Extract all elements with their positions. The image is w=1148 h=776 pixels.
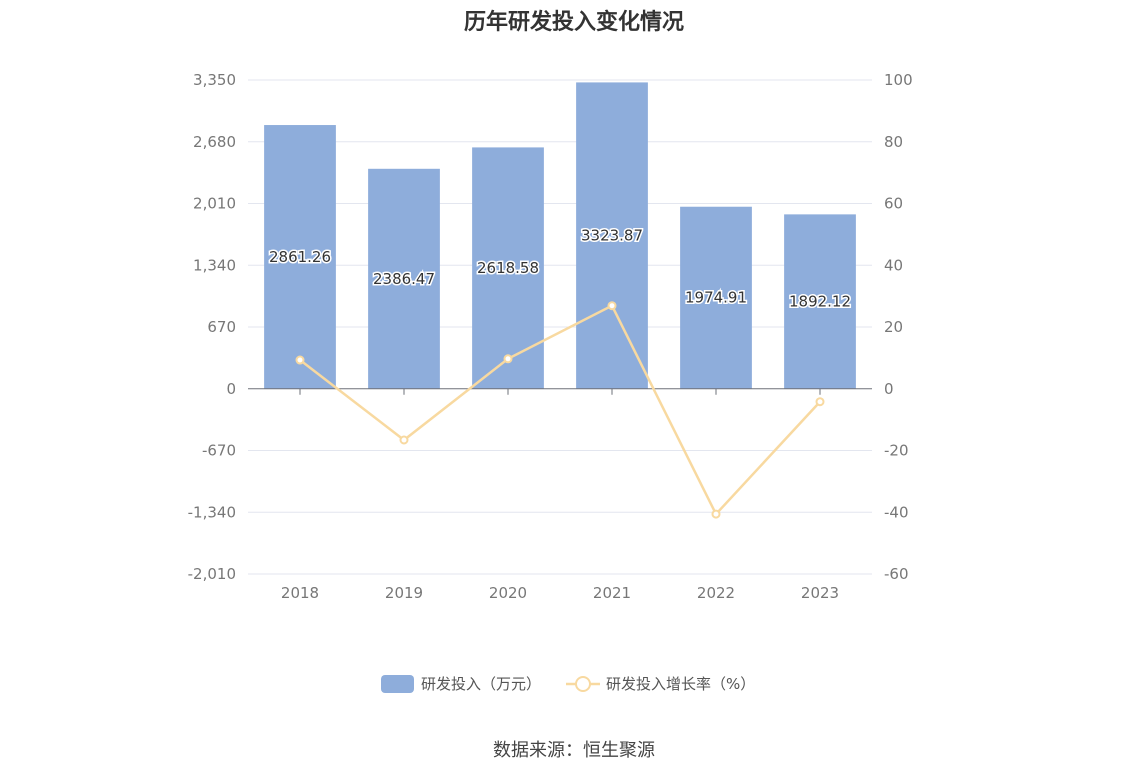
- growth-point: [607, 301, 617, 311]
- right-tick-label: -60: [884, 565, 909, 583]
- bar: [680, 206, 752, 389]
- growth-point: [503, 354, 513, 364]
- right-tick-label: 20: [884, 318, 903, 336]
- bar: [368, 168, 440, 389]
- right-axis-ticks: 100 80 60 40 20 0 -20 -40 -60: [884, 71, 913, 583]
- bar-value-label: 1892.12: [789, 293, 851, 311]
- right-tick-label: 0: [884, 380, 894, 398]
- right-tick-label: -20: [884, 442, 909, 460]
- growth-point: [711, 509, 721, 519]
- left-tick-label: -2,010: [188, 565, 236, 583]
- left-tick-label: 2,010: [193, 195, 236, 213]
- bar-value-label: 2861.26: [269, 248, 331, 266]
- right-tick-label: -40: [884, 503, 909, 521]
- bar: [264, 125, 336, 389]
- line-series: [295, 301, 825, 519]
- growth-line: [299, 304, 821, 517]
- right-tick-label: 100: [884, 71, 913, 89]
- x-tick-label: 2019: [385, 584, 423, 602]
- bar-value-label: 2386.47: [373, 270, 435, 288]
- x-tick-label: 2020: [489, 584, 527, 602]
- legend-line-marker: [575, 676, 591, 692]
- left-tick-label: 0: [226, 380, 236, 398]
- grid-lines: [248, 79, 872, 575]
- left-axis-ticks: 3,350 2,680 2,010 1,340 670 0 -670 -1,340 -2,010: [188, 71, 236, 583]
- left-tick-label: -1,340: [188, 503, 236, 521]
- source-note: 数据来源：恒生聚源: [493, 740, 655, 761]
- growth-point: [399, 435, 409, 445]
- right-tick-label: 80: [884, 133, 903, 151]
- right-tick-label: 40: [884, 256, 903, 274]
- bar-data-labels: 2861.26 2386.47 2618.58 3323.87 1974.91 1892.…: [267, 225, 852, 312]
- legend-bar-label: 研发投入（万元）: [421, 675, 541, 693]
- bar-value-label: 3323.87: [581, 227, 643, 245]
- left-tick-label: 3,350: [193, 71, 236, 89]
- x-tick-label: 2022: [697, 584, 735, 602]
- bar: [784, 214, 856, 389]
- bar-series: [264, 82, 856, 389]
- x-tick-label: 2023: [801, 584, 839, 602]
- left-tick-label: 1,340: [193, 256, 236, 274]
- bar-value-label: 2618.58: [477, 259, 539, 277]
- left-tick-label: 670: [207, 318, 236, 336]
- legend[interactable]: 研发投入（万元） 研发投入增长率（%）: [381, 675, 755, 693]
- growth-point: [815, 397, 825, 407]
- bar: [576, 82, 648, 389]
- left-tick-label: 2,680: [193, 133, 236, 151]
- chart-title: 历年研发投入变化情况: [463, 10, 684, 35]
- growth-point: [295, 355, 305, 365]
- left-tick-label: -670: [202, 442, 236, 460]
- right-tick-label: 60: [884, 195, 903, 213]
- x-axis: 2018 2019 2020 2021 2022 2023: [248, 388, 872, 602]
- x-tick-label: 2018: [281, 584, 319, 602]
- bar-value-label: 1974.91: [685, 289, 747, 307]
- legend-line-label: 研发投入增长率（%）: [606, 675, 755, 693]
- legend-bar-swatch: [381, 675, 414, 693]
- bar: [472, 147, 544, 389]
- x-tick-label: 2021: [593, 584, 631, 602]
